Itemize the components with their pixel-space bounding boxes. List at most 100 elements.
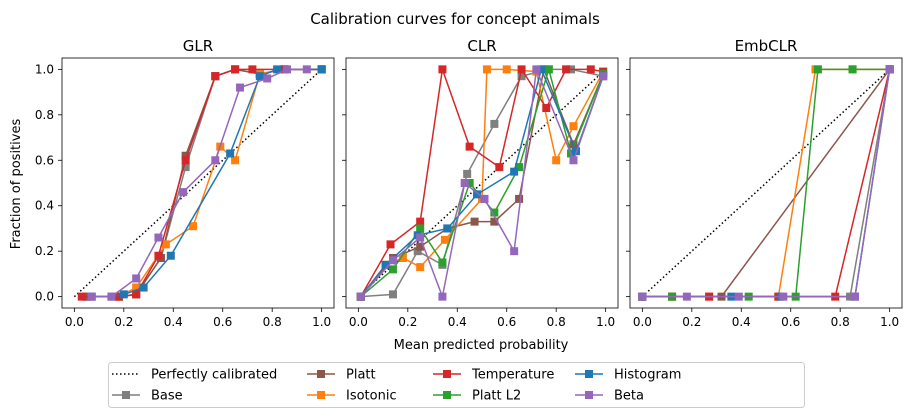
legend-frame <box>108 362 805 408</box>
legend: Perfectly calibrated Base Platt Isotonic Tem… <box>108 362 805 408</box>
y-tick-label: 0.2 <box>35 244 54 258</box>
data-point <box>599 72 608 81</box>
panel-clr: CLR 0.0 0.2 0.4 0.6 0.8 1.0 <box>342 37 619 329</box>
panel-glr: GLR 0.0 0.2 0.4 0.6 0.8 1.0 0.0 0.2 0.4 0.6 0.8 1.0 <box>35 37 335 329</box>
y-tick-label: 0.6 <box>35 153 54 167</box>
legend-marker <box>443 391 451 399</box>
data-point <box>532 65 541 74</box>
data-point <box>179 188 188 197</box>
data-point <box>510 167 519 176</box>
x-tick-label: 0.8 <box>831 315 850 329</box>
y-tick-label: 0.0 <box>35 290 54 304</box>
series-line <box>86 68 322 298</box>
data-point <box>848 65 857 74</box>
y-axis-label: Fraction of positives <box>9 119 24 250</box>
data-point <box>443 224 452 233</box>
figure-title: Calibration curves for concept animals <box>310 10 600 28</box>
data-point <box>416 263 425 272</box>
x-tick-label: 0.0 <box>633 315 652 329</box>
legend-label: Perfectly calibrated <box>151 368 277 383</box>
series-beta <box>638 65 894 301</box>
data-point <box>515 163 524 172</box>
data-point <box>542 104 551 112</box>
data-point <box>490 217 499 226</box>
data-point <box>813 65 822 74</box>
series-isotonic <box>356 65 608 301</box>
x-tick-label: 1.0 <box>880 315 899 329</box>
panel-title: GLR <box>183 37 213 55</box>
axes-frame <box>61 57 335 309</box>
legend-entry-histogram: Histogram <box>575 368 681 383</box>
legend-label: Isotonic <box>346 389 397 404</box>
data-point <box>114 292 123 301</box>
x-tick-label: 0.6 <box>497 315 516 329</box>
panel-title: CLR <box>467 37 496 55</box>
data-point <box>317 65 326 74</box>
data-point <box>413 247 422 256</box>
data-point <box>236 83 245 92</box>
series-temperature <box>77 65 326 301</box>
data-point <box>465 179 474 187</box>
plot-area <box>356 65 608 301</box>
x-axis-label: Mean predicted probability <box>394 338 569 353</box>
legend-marker <box>443 370 451 378</box>
y-tick-label: 0.8 <box>35 108 54 122</box>
data-point <box>132 274 141 283</box>
series-beta <box>356 65 608 301</box>
series-beta <box>87 65 311 301</box>
data-point <box>132 290 141 299</box>
plot-area <box>73 65 326 301</box>
series-line <box>360 68 604 298</box>
data-point <box>356 292 365 301</box>
series-line <box>86 68 322 298</box>
data-point <box>119 290 128 299</box>
data-point <box>851 292 860 301</box>
data-point <box>470 217 479 226</box>
panel-embclr: EmbCLR 0.0 0.2 0.4 0.6 0.8 1.0 <box>626 37 903 329</box>
data-point <box>263 74 272 83</box>
data-point <box>438 258 447 267</box>
legend-entry-temperature: Temperature <box>433 368 554 383</box>
legend-label: Platt <box>346 368 376 383</box>
data-point <box>440 235 449 244</box>
data-point <box>211 156 220 165</box>
data-point <box>569 156 578 165</box>
series-line <box>642 69 891 298</box>
legend-entry-perfectly-calibrated: Perfectly calibrated <box>112 368 277 383</box>
series-line <box>91 68 307 298</box>
data-point <box>302 65 311 74</box>
legend-entry-base: Base <box>112 389 183 404</box>
plot-area <box>638 65 894 301</box>
data-point <box>515 194 524 203</box>
data-point <box>132 283 141 292</box>
data-point <box>283 65 292 74</box>
data-point <box>166 251 175 260</box>
y-tick-label: 0.4 <box>35 199 54 213</box>
y-tick-label: 1.0 <box>35 62 54 76</box>
data-point <box>154 233 163 242</box>
data-point <box>231 65 240 74</box>
data-point <box>885 65 894 74</box>
x-tick-label: 0.4 <box>164 315 183 329</box>
series-line <box>81 68 322 298</box>
data-point <box>416 233 425 242</box>
data-point <box>463 169 472 178</box>
data-point <box>231 156 240 165</box>
perfect-calibration-line <box>641 68 891 298</box>
legend-marker <box>122 391 130 399</box>
data-point <box>682 292 691 301</box>
data-point <box>480 194 489 203</box>
x-tick-label: 0.6 <box>781 315 800 329</box>
legend-label: Histogram <box>614 368 681 383</box>
data-point <box>181 151 190 160</box>
legend-marker <box>585 370 593 378</box>
series-histogram <box>87 65 326 301</box>
legend-label: Beta <box>614 389 644 404</box>
series-base <box>82 65 326 301</box>
data-point <box>537 65 546 74</box>
legend-entry-isotonic: Isotonic <box>307 389 397 404</box>
legend-entry-platt: Platt <box>307 368 376 383</box>
data-point <box>495 163 504 172</box>
data-point <box>510 247 519 256</box>
